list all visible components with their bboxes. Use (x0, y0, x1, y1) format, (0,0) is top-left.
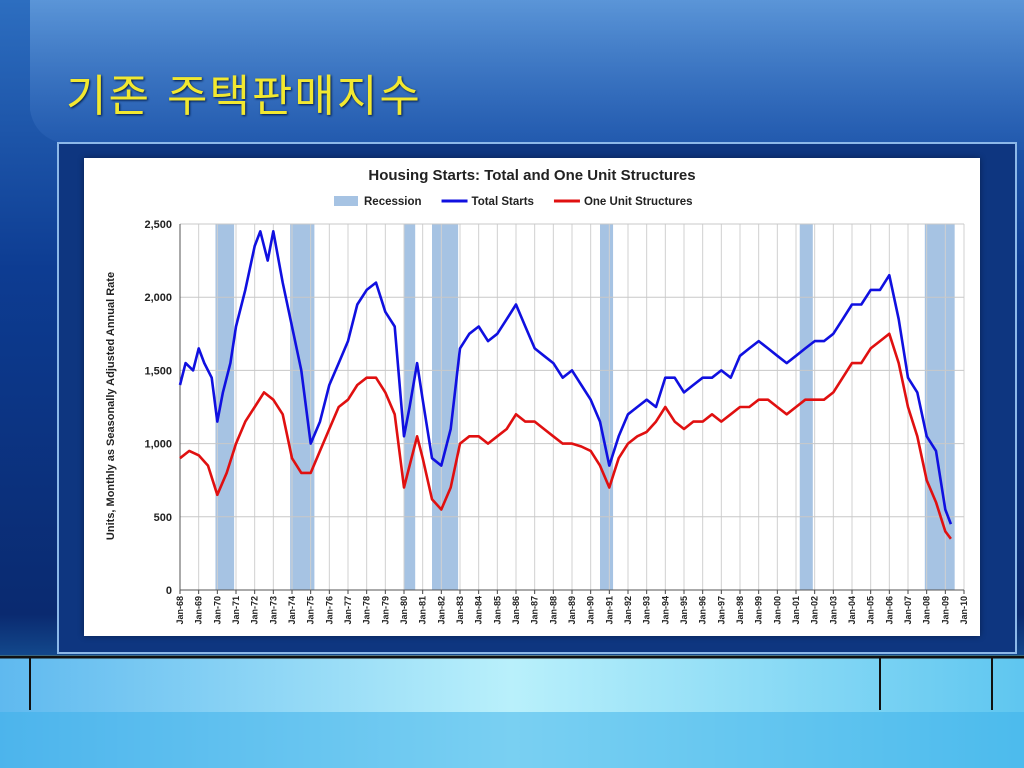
x-tick-label: Jan-88 (548, 596, 558, 625)
y-axis-label: Units, Monthly as Seasonally Adjusted An… (105, 272, 117, 540)
legend-swatch-recession (334, 196, 358, 206)
x-tick-label: Jan-92 (623, 596, 633, 625)
housing-starts-chart: Housing Starts: Total and One Unit Struc… (105, 167, 969, 625)
x-tick-label: Jan-09 (940, 596, 950, 625)
x-tick-label: Jan-74 (287, 596, 297, 625)
x-tick-label: Jan-04 (847, 596, 857, 625)
one-unit-structures-line (179, 332, 952, 540)
x-tick-label: Jan-93 (642, 596, 652, 625)
x-tick-label: Jan-71 (231, 596, 241, 625)
legend-label: Recession (364, 196, 422, 208)
y-tick-label: 2,500 (144, 219, 172, 231)
x-tick-label: Jan-98 (735, 596, 745, 625)
legend-label: Total Starts (472, 196, 534, 208)
x-tick-label: Jan-05 (866, 596, 876, 625)
x-tick-label: Jan-77 (343, 596, 353, 625)
y-tick-label: 0 (166, 585, 172, 597)
y-tick-label: 500 (154, 512, 172, 524)
recession-band (799, 224, 813, 590)
x-tick-label: Jan-80 (399, 596, 409, 625)
x-tick-label: Jan-70 (212, 596, 222, 625)
x-tick-label: Jan-06 (884, 596, 894, 625)
x-tick-label: Jan-90 (586, 596, 596, 625)
x-tick-label: Jan-00 (772, 596, 782, 625)
x-tick-label: Jan-86 (511, 596, 521, 625)
x-tick-label: Jan-97 (716, 596, 726, 625)
x-tick-label: Jan-07 (903, 596, 913, 625)
x-tick-label: Jan-08 (922, 596, 932, 625)
slide-title: 기존 주택판매지수 (66, 71, 422, 122)
x-tick-label: Jan-89 (567, 596, 577, 625)
x-tick-label: Jan-73 (268, 596, 278, 625)
recession-band (924, 224, 955, 590)
x-tick-label: Jan-84 (474, 596, 484, 625)
x-tick-label: Jan-03 (828, 596, 838, 625)
x-tick-label: Jan-10 (959, 596, 969, 625)
chart-axes: Jan-68 Jan-69 Jan-70 Jan-71 Jan-72 Jan-73 Jan-… (144, 219, 969, 625)
x-tick-label: Jan-96 (698, 596, 708, 625)
x-tick-label: Jan-85 (492, 596, 502, 625)
chart-legend: Recession Total Starts One Unit Structures (334, 196, 693, 208)
total-starts-line (178, 230, 953, 525)
x-tick-label: Jan-76 (324, 596, 334, 625)
chart-series (178, 230, 953, 540)
x-tick-label: Jan-87 (530, 596, 540, 625)
x-tick-label: Jan-79 (380, 596, 390, 625)
x-tick-label: Jan-69 (194, 596, 204, 625)
x-tick-label: Jan-02 (810, 596, 820, 625)
recession-band (600, 224, 614, 590)
x-tick-label: Jan-94 (660, 596, 670, 625)
y-tick-label: 1,000 (144, 439, 172, 451)
x-tick-label: Jan-75 (306, 596, 316, 625)
recession-bands (215, 224, 955, 590)
x-tick-label: Jan-82 (436, 596, 446, 625)
x-tick-label: Jan-01 (791, 596, 801, 625)
y-tick-label: 2,000 (144, 292, 172, 304)
x-tick-label: Jan-91 (604, 596, 614, 625)
chart-panel: Housing Starts: Total and One Unit Struc… (84, 158, 980, 636)
legend-label: One Unit Structures (584, 196, 693, 208)
chart-gridlines (179, 223, 965, 591)
y-tick-label: 1,500 (144, 365, 172, 377)
chart-title: Housing Starts: Total and One Unit Struc… (368, 167, 695, 184)
x-tick-label: Jan-81 (418, 596, 428, 625)
x-tick-label: Jan-83 (455, 596, 465, 625)
x-tick-label: Jan-72 (250, 596, 260, 625)
x-tick-label: Jan-68 (175, 596, 185, 625)
x-tick-label: Jan-99 (754, 596, 764, 625)
x-tick-label: Jan-95 (679, 596, 689, 625)
recession-band (215, 224, 235, 590)
x-tick-label: Jan-78 (362, 596, 372, 625)
